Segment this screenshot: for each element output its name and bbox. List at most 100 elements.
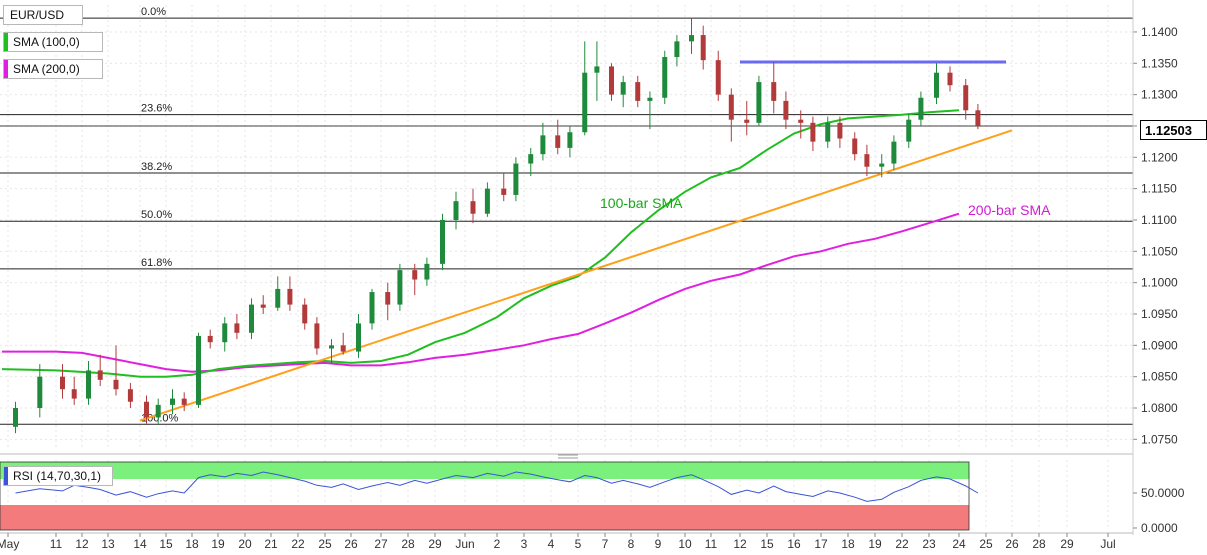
- candle-body: [728, 94, 734, 120]
- fib-level-label: 50.0%: [141, 209, 172, 221]
- legend-symbol-label: EUR/USD: [10, 8, 65, 22]
- x-tick-label: 20: [238, 537, 252, 551]
- candle-body: [715, 60, 721, 95]
- x-tick-label: 15: [760, 537, 774, 551]
- candle-body: [963, 85, 969, 111]
- x-tick-label: 15: [159, 537, 173, 551]
- x-tick-label: 28: [1032, 537, 1046, 551]
- x-tick-label: 28: [401, 537, 415, 551]
- candle-body: [222, 323, 228, 343]
- candle-body: [647, 97, 653, 101]
- sma200-annotation: 200-bar SMA: [968, 202, 1051, 218]
- candle-body: [975, 110, 981, 126]
- fib-level-label: 23.6%: [141, 103, 172, 115]
- x-tick-label: 9: [655, 537, 662, 551]
- x-tick-label: 18: [841, 537, 855, 551]
- candle-body: [249, 304, 254, 333]
- x-tick-label: 21: [264, 537, 278, 551]
- candle-body: [689, 35, 694, 42]
- x-tick-label: 27: [374, 537, 388, 551]
- rsi-swatch: [4, 467, 8, 485]
- candle-body: [369, 292, 375, 324]
- y-tick-label: 1.0850: [1141, 370, 1178, 384]
- y-tick-label: 1.1200: [1141, 150, 1178, 164]
- x-tick-label: 24: [952, 537, 966, 551]
- x-tick-label: 11: [705, 537, 718, 551]
- candle-body: [440, 219, 445, 264]
- candle-body: [700, 35, 706, 61]
- x-tick-label: 19: [868, 537, 882, 551]
- fib-level-label: 0.0%: [141, 6, 166, 18]
- x-tick-label: 25: [318, 537, 332, 551]
- candle-body: [513, 163, 519, 195]
- sma200-line: [2, 212, 960, 373]
- x-tick-label: 10: [678, 537, 692, 551]
- legend-sma200: SMA (200,0): [3, 59, 103, 79]
- candle-body: [934, 72, 939, 98]
- legend-symbol: EUR/USD: [3, 5, 83, 25]
- candle-body: [567, 132, 573, 148]
- candle-body: [71, 389, 77, 399]
- candle-body: [234, 323, 240, 333]
- last-price-tag: 1.12503: [1140, 120, 1207, 140]
- legend-sma100: SMA (100,0): [3, 32, 103, 52]
- candle-body: [287, 288, 293, 305]
- y-tick-label: 1.1150: [1141, 182, 1177, 196]
- x-tick-label: 8: [628, 537, 635, 551]
- x-tick-label: 19: [211, 537, 225, 551]
- candle-body: [170, 398, 175, 405]
- candle-body: [207, 335, 213, 343]
- candle-body: [783, 100, 789, 120]
- candle-body: [302, 304, 308, 324]
- candle-body: [825, 122, 831, 142]
- y-tick-label: 1.0750: [1141, 432, 1178, 446]
- support-trendline: [139, 129, 1013, 422]
- y-tick-label: 1.1350: [1141, 56, 1178, 70]
- sma100-swatch: [4, 33, 8, 51]
- candle-body: [837, 122, 843, 139]
- fib-level-label: 38.2%: [141, 161, 172, 173]
- x-tick-label: 2: [494, 537, 501, 551]
- candle-body: [484, 188, 490, 214]
- fib-level-label: 100.0%: [141, 412, 179, 424]
- sma100-annotation: 100-bar SMA: [600, 195, 683, 211]
- candle-body: [674, 41, 680, 58]
- candle-body: [385, 292, 391, 305]
- x-tick-label: 13: [101, 537, 115, 551]
- candle-body: [155, 404, 161, 418]
- candle-body: [810, 122, 816, 142]
- legend-sma100-label: SMA (100,0): [13, 35, 80, 49]
- fib-level-label: 61.8%: [141, 257, 172, 269]
- x-tick-label: 16: [787, 537, 801, 551]
- candle-body: [635, 82, 641, 101]
- x-tick-label: 23: [922, 537, 936, 551]
- candle-body: [181, 398, 187, 405]
- x-tick-label: May: [0, 537, 19, 551]
- candle-body: [906, 119, 912, 142]
- candle-body: [470, 201, 476, 214]
- candle-body: [144, 401, 149, 418]
- rsi-line: [15, 471, 979, 502]
- candle-body: [37, 376, 43, 409]
- x-tick-label: 14: [133, 537, 147, 551]
- legend-sma200-label: SMA (200,0): [13, 62, 80, 76]
- y-tick-label: 1.1400: [1141, 25, 1178, 39]
- candle-body: [86, 370, 91, 399]
- candle-body: [196, 335, 201, 405]
- candle-body: [947, 72, 953, 86]
- candle-body: [756, 82, 762, 123]
- sma200-swatch: [4, 60, 8, 78]
- y-tick-label: 1.1100: [1141, 213, 1177, 227]
- candle-body: [127, 389, 133, 402]
- candle-body: [918, 97, 924, 120]
- x-tick-label: 29: [1060, 537, 1074, 551]
- candle-body: [260, 304, 266, 308]
- rsi-y-tick-label: 0.0000: [1141, 521, 1178, 535]
- candle-body: [864, 154, 870, 167]
- candle-body: [113, 379, 119, 390]
- x-tick-label: 12: [733, 537, 747, 551]
- candle-body: [620, 82, 626, 95]
- candle-body: [275, 288, 281, 308]
- x-tick-label: 12: [75, 537, 89, 551]
